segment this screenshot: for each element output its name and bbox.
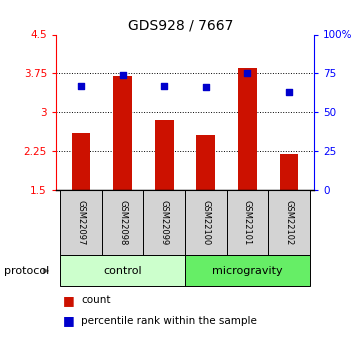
Point (78, 83, 84, 88)
Point (286, 89, 292, 95)
Bar (143, 190, 185, 255)
Point (161, 83, 167, 88)
Bar (268, 190, 310, 255)
Bar (238, 68, 257, 190)
Text: GSM22097: GSM22097 (77, 200, 86, 245)
Bar (71, 133, 90, 190)
Text: GSM22099: GSM22099 (160, 200, 169, 245)
Text: percentile rank within the sample: percentile rank within the sample (81, 316, 257, 326)
Text: protocol: protocol (4, 266, 49, 276)
Bar (113, 76, 132, 190)
Bar (102, 190, 143, 255)
Text: GSM22101: GSM22101 (243, 200, 252, 245)
Bar (280, 154, 299, 190)
Text: control: control (103, 266, 142, 276)
Bar (196, 136, 215, 190)
Text: GSM22100: GSM22100 (201, 200, 210, 245)
Bar (227, 190, 268, 255)
Text: GSM22098: GSM22098 (118, 200, 127, 245)
Bar (185, 255, 310, 286)
Bar (60, 190, 102, 255)
Point (244, 71, 250, 76)
Point (120, 72, 126, 78)
Bar (185, 190, 227, 255)
Text: GDS928 / 7667: GDS928 / 7667 (128, 19, 233, 33)
Point (203, 85, 209, 90)
Bar (60, 255, 185, 286)
Bar (155, 120, 174, 190)
Text: ■: ■ (63, 294, 75, 307)
Text: count: count (81, 295, 111, 305)
Text: GSM22102: GSM22102 (284, 200, 293, 245)
Text: microgravity: microgravity (212, 266, 283, 276)
Text: ■: ■ (63, 314, 75, 327)
